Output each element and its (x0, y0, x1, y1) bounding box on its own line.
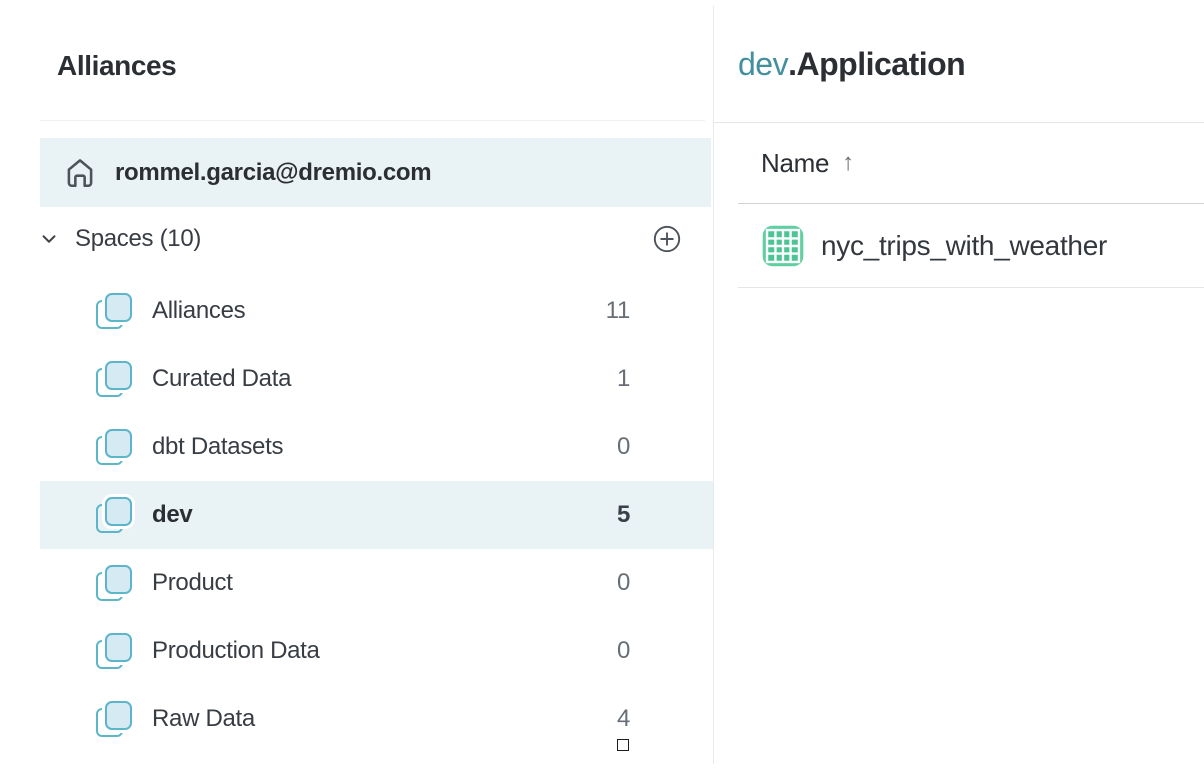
dataset-row-divider (738, 287, 1204, 288)
stray-square-glyph (617, 739, 629, 751)
dataset-row[interactable]: nyc_trips_with_weather (738, 204, 1204, 287)
space-dataset-count: 5 (616, 501, 630, 528)
panel-divider (713, 6, 714, 764)
breadcrumb-space-link[interactable]: dev (738, 46, 789, 82)
spaces-section-label: Spaces (10) (75, 225, 202, 252)
dataset-name: nyc_trips_with_weather (821, 229, 1107, 261)
space-name: Raw Data (152, 705, 255, 732)
spaces-section-header[interactable]: Spaces (10) (38, 215, 682, 263)
table-header-name[interactable]: Name ↑ (761, 139, 854, 187)
space-name: Curated Data (152, 365, 292, 392)
sidebar-item-space[interactable]: Production Data 0 (40, 617, 713, 685)
space-icon (95, 360, 133, 398)
page-title: Application (796, 46, 966, 82)
space-name: dev (152, 501, 193, 528)
space-icon (95, 496, 133, 534)
sidebar-item-space[interactable]: Product 0 (40, 549, 713, 617)
breadcrumb-separator: . (788, 46, 797, 82)
space-icon (95, 564, 133, 602)
user-email: rommel.garcia@dremio.com (115, 158, 432, 186)
space-icon (95, 428, 133, 466)
sidebar-item-space[interactable]: Raw Data 4 (40, 685, 713, 753)
sidebar-title: Alliances (57, 50, 177, 81)
space-icon (95, 632, 133, 670)
space-contents-panel: dev.Application Name ↑ nyc_trips_with_we… (714, 0, 1204, 770)
spaces-list: Alliances 11 Curated Data 1 dbt Datasets… (0, 277, 713, 753)
space-name: Product (152, 569, 233, 596)
space-dataset-count: 1 (616, 365, 630, 392)
space-name: Production Data (152, 637, 320, 664)
space-name: Alliances (152, 297, 246, 324)
sidebar-item-space[interactable]: dev 5 (40, 481, 713, 549)
user-home-row[interactable]: rommel.garcia@dremio.com (40, 138, 711, 207)
space-icon (95, 700, 133, 738)
space-dataset-count: 0 (616, 637, 630, 664)
space-dataset-count: 4 (616, 705, 630, 732)
space-dataset-count: 11 (605, 297, 631, 324)
home-icon (62, 155, 98, 191)
sidebar-item-space[interactable]: dbt Datasets 0 (40, 413, 713, 481)
sidebar-item-space[interactable]: Alliances 11 (40, 277, 713, 345)
space-dataset-count: 0 (616, 433, 630, 460)
header-divider (714, 122, 1204, 123)
spaces-sidebar: Alliances rommel.garcia@dremio.com Space… (0, 50, 713, 753)
plus-circle-icon[interactable] (652, 224, 682, 254)
sidebar-item-space[interactable]: Curated Data 1 (40, 345, 713, 413)
space-dataset-count: 0 (616, 569, 630, 596)
dataset-table-icon (762, 225, 804, 267)
space-icon (95, 292, 133, 330)
sort-ascending-icon: ↑ (842, 149, 854, 176)
table-header-divider (738, 203, 1204, 204)
breadcrumb: dev.Application (738, 46, 966, 83)
sidebar-title-divider (40, 120, 705, 121)
space-name: dbt Datasets (152, 433, 284, 460)
name-column-label: Name (761, 147, 830, 178)
chevron-down-icon[interactable] (38, 228, 60, 250)
